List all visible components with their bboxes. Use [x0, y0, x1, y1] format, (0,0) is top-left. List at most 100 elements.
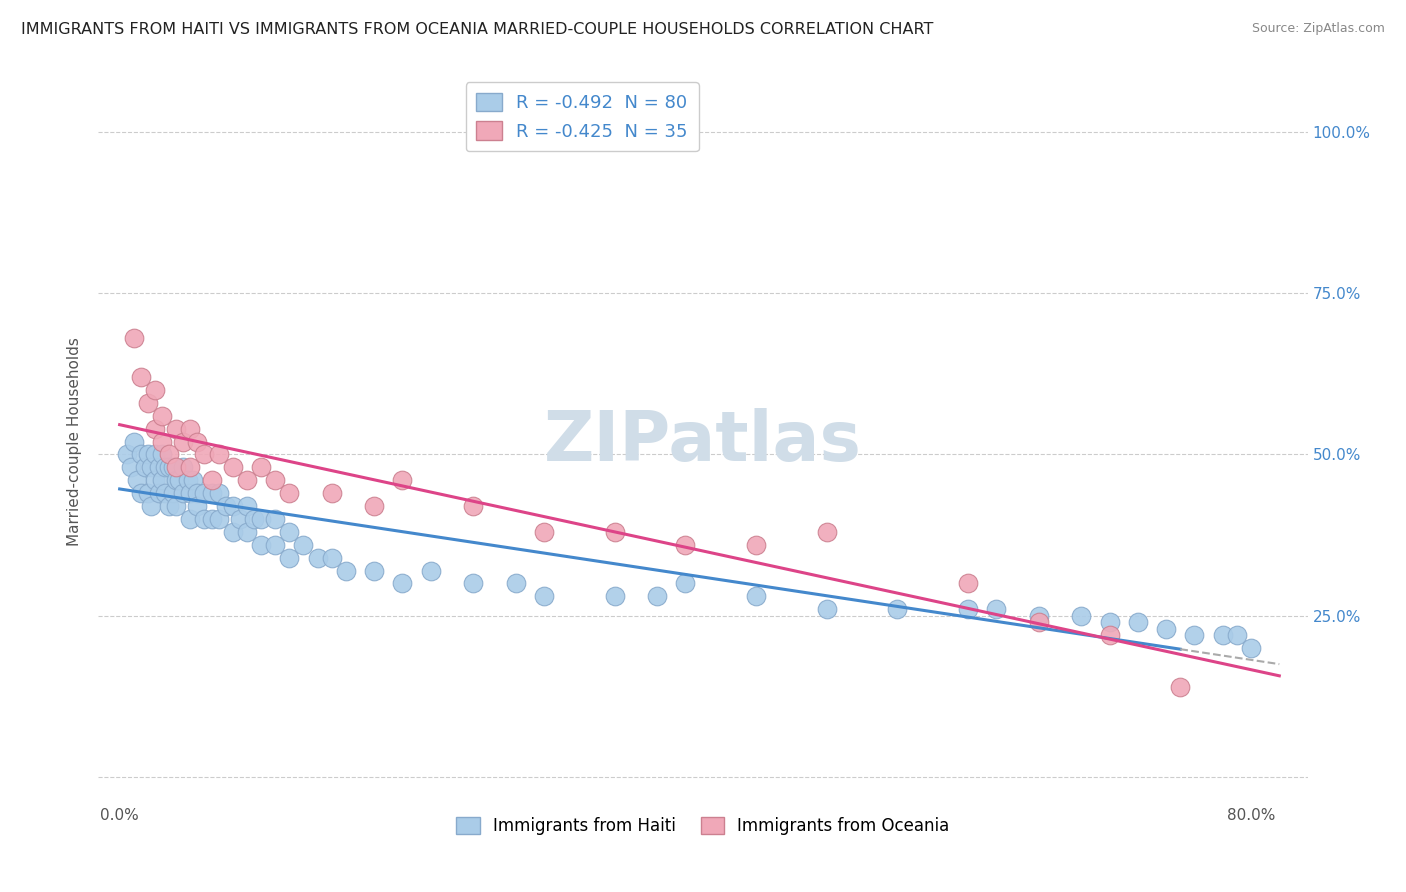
- Point: [1240, 640, 1263, 655]
- Point: [533, 524, 555, 539]
- Point: [172, 460, 194, 475]
- Point: [186, 499, 208, 513]
- Point: [603, 590, 626, 604]
- Point: [673, 538, 696, 552]
- Text: IMMIGRANTS FROM HAITI VS IMMIGRANTS FROM OCEANIA MARRIED-COUPLE HOUSEHOLDS CORRE: IMMIGRANTS FROM HAITI VS IMMIGRANTS FROM…: [21, 22, 934, 37]
- Text: Source: ZipAtlas.com: Source: ZipAtlas.com: [1251, 22, 1385, 36]
- Point: [250, 538, 273, 552]
- Point: [143, 383, 166, 397]
- Point: [986, 602, 1008, 616]
- Point: [143, 473, 166, 487]
- Point: [222, 499, 245, 513]
- Point: [1098, 628, 1121, 642]
- Point: [136, 396, 159, 410]
- Point: [292, 538, 315, 552]
- Point: [1028, 608, 1050, 623]
- Point: [815, 524, 838, 539]
- Point: [136, 486, 159, 500]
- Point: [957, 602, 980, 616]
- Point: [165, 473, 187, 487]
- Point: [165, 460, 187, 475]
- Legend: Immigrants from Haiti, Immigrants from Oceania: Immigrants from Haiti, Immigrants from O…: [450, 810, 956, 841]
- Point: [463, 576, 485, 591]
- Point: [129, 447, 152, 461]
- Point: [236, 524, 259, 539]
- Point: [250, 512, 273, 526]
- Point: [139, 499, 162, 513]
- Point: [603, 524, 626, 539]
- Point: [139, 460, 162, 475]
- Point: [236, 499, 259, 513]
- Point: [207, 447, 229, 461]
- Point: [1168, 680, 1191, 694]
- Point: [179, 422, 201, 436]
- Point: [278, 524, 301, 539]
- Point: [162, 486, 184, 500]
- Point: [136, 447, 159, 461]
- Point: [153, 486, 176, 500]
- Point: [122, 434, 145, 449]
- Point: [215, 499, 238, 513]
- Point: [363, 499, 385, 513]
- Y-axis label: Married-couple Households: Married-couple Households: [67, 337, 83, 546]
- Point: [1226, 628, 1249, 642]
- Point: [1184, 628, 1206, 642]
- Point: [264, 512, 287, 526]
- Point: [533, 590, 555, 604]
- Point: [165, 422, 187, 436]
- Point: [150, 473, 173, 487]
- Point: [129, 486, 152, 500]
- Point: [167, 473, 190, 487]
- Point: [150, 447, 173, 461]
- Point: [200, 512, 222, 526]
- Point: [278, 486, 301, 500]
- Point: [957, 576, 980, 591]
- Point: [1212, 628, 1234, 642]
- Point: [391, 576, 413, 591]
- Point: [165, 499, 187, 513]
- Point: [179, 460, 201, 475]
- Point: [172, 486, 194, 500]
- Point: [181, 473, 204, 487]
- Point: [179, 512, 201, 526]
- Point: [193, 486, 215, 500]
- Point: [463, 499, 485, 513]
- Point: [157, 460, 180, 475]
- Point: [200, 486, 222, 500]
- Point: [645, 590, 668, 604]
- Point: [745, 590, 768, 604]
- Point: [207, 512, 229, 526]
- Point: [122, 331, 145, 345]
- Point: [120, 460, 142, 475]
- Point: [815, 602, 838, 616]
- Point: [1126, 615, 1149, 630]
- Point: [157, 447, 180, 461]
- Text: ZIPatlas: ZIPatlas: [544, 408, 862, 475]
- Point: [143, 447, 166, 461]
- Point: [157, 499, 180, 513]
- Point: [391, 473, 413, 487]
- Point: [129, 370, 152, 384]
- Point: [673, 576, 696, 591]
- Point: [134, 460, 156, 475]
- Point: [307, 550, 329, 565]
- Point: [321, 550, 343, 565]
- Point: [321, 486, 343, 500]
- Point: [179, 486, 201, 500]
- Point: [148, 486, 170, 500]
- Point: [335, 564, 357, 578]
- Point: [150, 434, 173, 449]
- Point: [1028, 615, 1050, 630]
- Point: [363, 564, 385, 578]
- Point: [278, 550, 301, 565]
- Point: [125, 473, 148, 487]
- Point: [236, 473, 259, 487]
- Point: [1154, 622, 1177, 636]
- Point: [172, 434, 194, 449]
- Point: [222, 524, 245, 539]
- Point: [186, 486, 208, 500]
- Point: [148, 460, 170, 475]
- Point: [193, 447, 215, 461]
- Point: [150, 409, 173, 423]
- Point: [222, 460, 245, 475]
